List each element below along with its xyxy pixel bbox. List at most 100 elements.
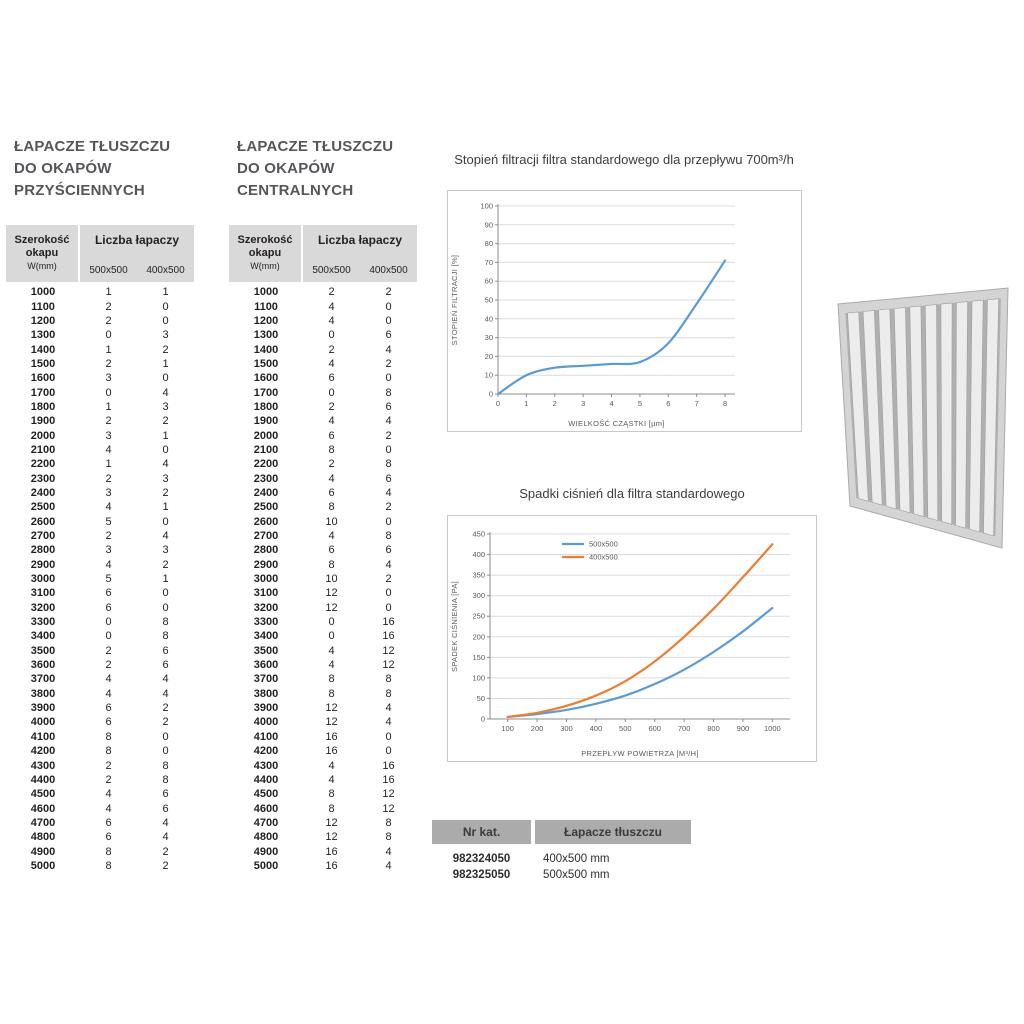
table-row: 4100 8 0 bbox=[6, 730, 194, 744]
filter-count-cell: 4 bbox=[385, 716, 392, 729]
table-row: 3100 12 0 bbox=[229, 586, 417, 600]
pressure-chart: 0 50 100 150 200 250 300 350 400 450 100 200 300 400 5… bbox=[447, 515, 817, 762]
hood-width-cell: 1000 bbox=[253, 286, 279, 299]
hood-width-cell: 4300 bbox=[253, 759, 279, 772]
filter-count-cell: 3 bbox=[105, 544, 112, 557]
filter-count-cell: 3 bbox=[162, 544, 169, 557]
svg-text:2: 2 bbox=[553, 399, 557, 408]
table-row: 3900 6 2 bbox=[6, 701, 194, 715]
title-line: PRZYŚCIENNYCH bbox=[14, 182, 145, 199]
hood-width-cell: 5000 bbox=[30, 859, 56, 872]
svg-text:3: 3 bbox=[581, 399, 585, 408]
hood-width-cell: 4100 bbox=[253, 730, 279, 743]
filter-count-cell: 6 bbox=[328, 429, 335, 442]
hood-width-cell: 3200 bbox=[30, 601, 56, 614]
filter-count-cell: 1 bbox=[105, 343, 112, 356]
legend-label: 500x500 bbox=[589, 540, 618, 549]
filter-count-cell: 4 bbox=[105, 443, 112, 456]
filter-count-cell: 6 bbox=[385, 472, 392, 485]
hood-width-cell: 1600 bbox=[30, 372, 56, 385]
filter-count-cell: 6 bbox=[105, 702, 112, 715]
hood-width-cell: 3200 bbox=[253, 601, 279, 614]
filter-count-cell: 2 bbox=[385, 286, 392, 299]
filter-count-cell: 2 bbox=[385, 357, 392, 370]
filter-count-cell: 3 bbox=[105, 429, 112, 442]
filter-count-cell: 4 bbox=[385, 343, 392, 356]
hood-width-cell: 3800 bbox=[253, 687, 279, 700]
table-row: 2100 4 0 bbox=[6, 443, 194, 457]
title-line: DO OKAPÓW bbox=[237, 160, 335, 177]
filter-count-cell: 2 bbox=[105, 300, 112, 313]
filter-count-cell: 16 bbox=[382, 616, 395, 629]
svg-text:800: 800 bbox=[707, 724, 720, 733]
filter-count-cell: 12 bbox=[325, 702, 338, 715]
hood-width-cell: 4500 bbox=[253, 788, 279, 801]
col-400x500-label: 400x500 bbox=[146, 265, 185, 276]
table-row: 1900 4 4 bbox=[229, 414, 417, 428]
table-row: 2600 10 0 bbox=[229, 515, 417, 529]
filter-count-cell: 6 bbox=[162, 659, 169, 672]
filter-count-cell: 10 bbox=[325, 515, 338, 528]
svg-text:350: 350 bbox=[472, 571, 485, 580]
table-row: 4500 4 6 bbox=[6, 787, 194, 801]
filter-slat bbox=[940, 302, 953, 525]
filter-count-cell: 8 bbox=[162, 759, 169, 772]
hood-width-cell: 4700 bbox=[253, 816, 279, 829]
table-row: 4000 6 2 bbox=[6, 715, 194, 729]
filter-count-cell: 2 bbox=[162, 859, 169, 872]
filter-count-cell: 12 bbox=[325, 831, 338, 844]
filter-count-cell: 4 bbox=[162, 687, 169, 700]
filtration-chart-svg: 0 10 20 30 40 50 60 70 80 90 100 0 1 2 3 4 5 6 7 8 WIELKOŚĆ … bbox=[450, 202, 735, 428]
table-row: 1100 4 0 bbox=[229, 299, 417, 313]
table-row: 1800 2 6 bbox=[229, 400, 417, 414]
hood-width-cell: 1700 bbox=[253, 386, 279, 399]
filter-count-cell: 2 bbox=[105, 314, 112, 327]
wall-filter-table: Szerokość okapu W(mm) Liczba łapaczy 500… bbox=[6, 225, 194, 873]
width-unit-label: W(mm) bbox=[250, 261, 280, 272]
filter-count-cell: 4 bbox=[385, 845, 392, 858]
filter-count-cell: 2 bbox=[162, 702, 169, 715]
hood-width-cell: 4400 bbox=[30, 773, 56, 786]
filter-count-cell: 12 bbox=[382, 659, 395, 672]
filter-count-cell: 12 bbox=[325, 816, 338, 829]
svg-text:20: 20 bbox=[485, 352, 493, 361]
svg-text:8: 8 bbox=[723, 399, 727, 408]
table-row: 4900 8 2 bbox=[6, 844, 194, 858]
filter-count-cell: 12 bbox=[325, 716, 338, 729]
filtration-chart-title: Stopień filtracji filtra standardowego d… bbox=[454, 152, 794, 167]
svg-text:10: 10 bbox=[485, 371, 493, 380]
col-400x500-label: 400x500 bbox=[369, 265, 408, 276]
filter-count-cell: 2 bbox=[105, 530, 112, 543]
filter-slat bbox=[862, 310, 883, 506]
filter-count-cell: 0 bbox=[328, 630, 335, 643]
filter-count-cell: 8 bbox=[105, 859, 112, 872]
filter-count-cell: 2 bbox=[385, 429, 392, 442]
filter-count-cell: 0 bbox=[162, 314, 169, 327]
filter-count-cell: 8 bbox=[328, 673, 335, 686]
svg-text:40: 40 bbox=[485, 314, 493, 323]
filter-count-cell: 8 bbox=[162, 630, 169, 643]
table-row: 2600 5 0 bbox=[6, 515, 194, 529]
filter-count-cell: 8 bbox=[105, 845, 112, 858]
filter-count-cell: 4 bbox=[328, 773, 335, 786]
svg-text:0: 0 bbox=[496, 399, 500, 408]
svg-text:300: 300 bbox=[560, 724, 573, 733]
filter-count-cell: 1 bbox=[162, 501, 169, 514]
table-row: 1900 2 2 bbox=[6, 414, 194, 428]
filter-count-cell: 0 bbox=[385, 587, 392, 600]
svg-text:100: 100 bbox=[480, 202, 493, 211]
filter-count-cell: 8 bbox=[385, 831, 392, 844]
series-line-400x500 bbox=[506, 543, 774, 719]
catalog-row: 982325050 500x500 mm bbox=[432, 867, 691, 883]
table-row: 2400 3 2 bbox=[6, 486, 194, 500]
filter-count-cell: 8 bbox=[328, 802, 335, 815]
filter-count-cell: 8 bbox=[385, 386, 392, 399]
hood-width-cell: 3900 bbox=[30, 702, 56, 715]
hood-width-cell: 2100 bbox=[253, 443, 279, 456]
table-row: 3400 0 8 bbox=[6, 629, 194, 643]
filter-count-cell: 0 bbox=[162, 515, 169, 528]
filter-count-cell: 2 bbox=[328, 286, 335, 299]
filter-count-cell: 4 bbox=[162, 673, 169, 686]
table-row: 1800 1 3 bbox=[6, 400, 194, 414]
filter-count-cell: 6 bbox=[105, 587, 112, 600]
